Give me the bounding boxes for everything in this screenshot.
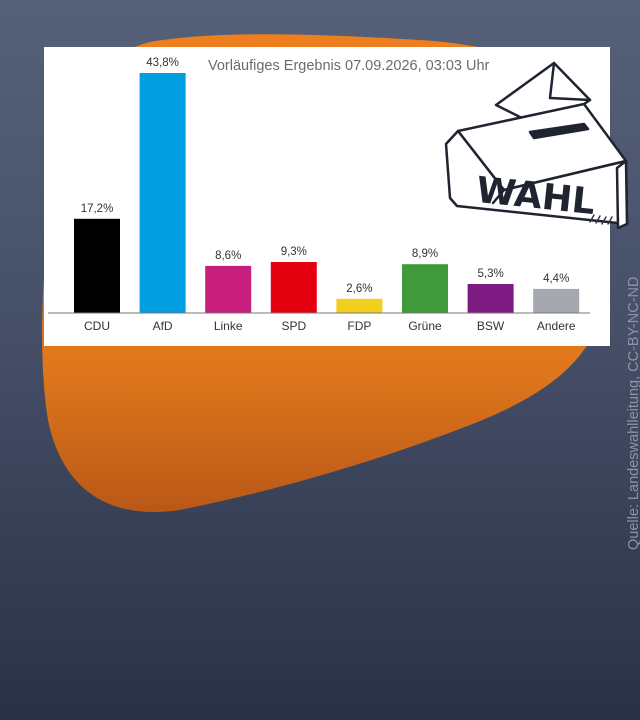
value-label-afd: 43,8% (146, 57, 179, 69)
bar-andere (533, 288, 580, 313)
category-label-fdp: FDP (347, 319, 371, 333)
value-label-spd: 9,3% (281, 246, 307, 258)
value-label-fdp: 2,6% (346, 283, 372, 295)
category-label-bsw: BSW (477, 319, 505, 333)
source-credit: Quelle: Landeswahlleitung, CC-BY-NC-ND (626, 276, 640, 550)
bar-fdp (336, 298, 383, 313)
category-label-linke: Linke (214, 319, 243, 333)
category-label-cdu: CDU (84, 319, 110, 333)
value-label-linke: 8,6% (215, 250, 241, 262)
bar-spd (270, 262, 317, 313)
value-label-cdu: 17,2% (81, 203, 114, 215)
category-label-andere: Andere (537, 319, 576, 333)
category-label-afd: AfD (153, 319, 173, 333)
bar-afd (139, 73, 186, 313)
value-label-grüne: 8,9% (412, 248, 438, 260)
ballot-box-icon: WAHL (444, 61, 629, 230)
bar-grüne (402, 264, 448, 313)
bar-bsw (467, 284, 514, 313)
value-label-andere: 4,4% (543, 273, 569, 285)
value-label-bsw: 5,3% (477, 268, 503, 280)
bar-linke (205, 265, 252, 313)
chart-title: Vorläufiges Ergebnis 07.09.2026, 03:03 U… (208, 58, 490, 74)
bar-cdu (74, 218, 120, 313)
bar-chart: 17,2% CDU 43,8% AfD 8,6% Linke 9,3% SPD 2,6% FDP 8… (48, 57, 590, 333)
category-label-grüne: Grüne (408, 319, 442, 333)
category-label-spd: SPD (281, 319, 306, 333)
